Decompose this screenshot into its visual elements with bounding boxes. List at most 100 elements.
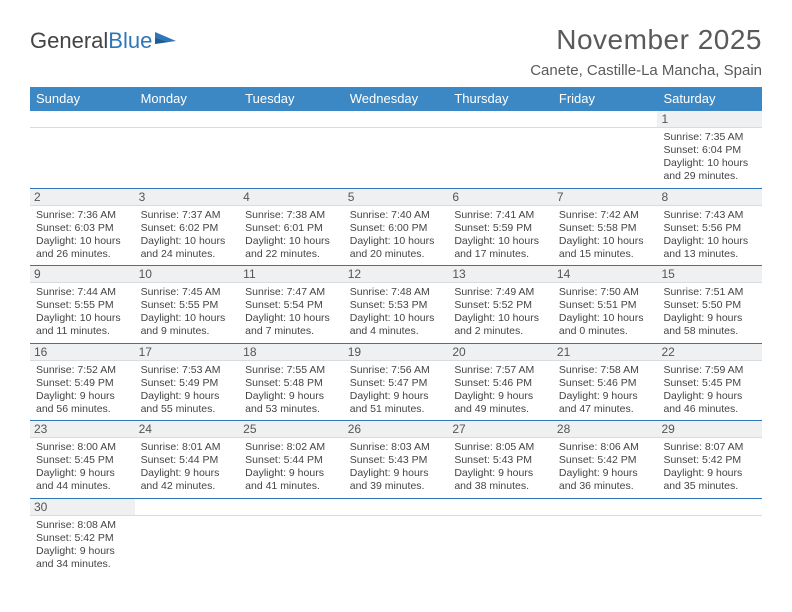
day-cell: Sunrise: 7:59 AMSunset: 5:45 PMDaylight:… bbox=[657, 361, 762, 421]
day-cell: Sunrise: 8:00 AMSunset: 5:45 PMDaylight:… bbox=[30, 438, 135, 498]
daynum-row: 2345678 bbox=[30, 189, 762, 206]
day-cell bbox=[344, 128, 449, 188]
day-cell: Sunrise: 7:55 AMSunset: 5:48 PMDaylight:… bbox=[239, 361, 344, 421]
day-cell: Sunrise: 8:01 AMSunset: 5:44 PMDaylight:… bbox=[135, 438, 240, 498]
daynum-cell: 24 bbox=[135, 421, 240, 437]
day-content: Sunrise: 8:03 AMSunset: 5:43 PMDaylight:… bbox=[348, 440, 445, 496]
day-cell: Sunrise: 7:37 AMSunset: 6:02 PMDaylight:… bbox=[135, 206, 240, 266]
day-cell: Sunrise: 7:56 AMSunset: 5:47 PMDaylight:… bbox=[344, 361, 449, 421]
logo-flag-icon bbox=[154, 29, 180, 47]
week-row: Sunrise: 8:00 AMSunset: 5:45 PMDaylight:… bbox=[30, 438, 762, 499]
daynum-cell: 2 bbox=[30, 189, 135, 205]
day-content: Sunrise: 8:05 AMSunset: 5:43 PMDaylight:… bbox=[452, 440, 549, 496]
day-cell: Sunrise: 7:36 AMSunset: 6:03 PMDaylight:… bbox=[30, 206, 135, 266]
daynum-cell: 1 bbox=[657, 111, 762, 127]
logo-text-1: General bbox=[30, 28, 108, 54]
day-of-week-header: SundayMondayTuesdayWednesdayThursdayFrid… bbox=[30, 87, 762, 111]
day-cell: Sunrise: 7:35 AMSunset: 6:04 PMDaylight:… bbox=[657, 128, 762, 188]
daynum-cell: 17 bbox=[135, 344, 240, 360]
daynum-cell bbox=[135, 499, 240, 515]
day-cell bbox=[657, 516, 762, 576]
daynum-cell: 6 bbox=[448, 189, 553, 205]
daynum-cell: 28 bbox=[553, 421, 658, 437]
day-cell bbox=[30, 128, 135, 188]
week-row: Sunrise: 8:08 AMSunset: 5:42 PMDaylight:… bbox=[30, 516, 762, 576]
day-cell: Sunrise: 7:47 AMSunset: 5:54 PMDaylight:… bbox=[239, 283, 344, 343]
dow-cell: Saturday bbox=[657, 87, 762, 111]
location: Canete, Castille-La Mancha, Spain bbox=[530, 62, 762, 79]
day-content: Sunrise: 8:00 AMSunset: 5:45 PMDaylight:… bbox=[34, 440, 131, 496]
day-cell: Sunrise: 7:51 AMSunset: 5:50 PMDaylight:… bbox=[657, 283, 762, 343]
daynum-cell bbox=[135, 111, 240, 127]
day-content: Sunrise: 8:07 AMSunset: 5:42 PMDaylight:… bbox=[661, 440, 758, 496]
daynum-cell bbox=[344, 111, 449, 127]
daynum-cell bbox=[448, 111, 553, 127]
day-content: Sunrise: 7:56 AMSunset: 5:47 PMDaylight:… bbox=[348, 363, 445, 419]
daynum-cell bbox=[553, 499, 658, 515]
day-content: Sunrise: 7:52 AMSunset: 5:49 PMDaylight:… bbox=[34, 363, 131, 419]
daynum-cell: 18 bbox=[239, 344, 344, 360]
daynum-cell: 16 bbox=[30, 344, 135, 360]
week-row: Sunrise: 7:44 AMSunset: 5:55 PMDaylight:… bbox=[30, 283, 762, 344]
daynum-cell: 25 bbox=[239, 421, 344, 437]
day-content: Sunrise: 7:45 AMSunset: 5:55 PMDaylight:… bbox=[139, 285, 236, 341]
month-title: November 2025 bbox=[530, 24, 762, 56]
day-content: Sunrise: 7:42 AMSunset: 5:58 PMDaylight:… bbox=[557, 208, 654, 264]
day-content: Sunrise: 8:06 AMSunset: 5:42 PMDaylight:… bbox=[557, 440, 654, 496]
daynum-cell: 12 bbox=[344, 266, 449, 282]
daynum-cell: 22 bbox=[657, 344, 762, 360]
daynum-cell bbox=[553, 111, 658, 127]
day-content: Sunrise: 8:01 AMSunset: 5:44 PMDaylight:… bbox=[139, 440, 236, 496]
daynum-cell: 10 bbox=[135, 266, 240, 282]
day-cell: Sunrise: 8:08 AMSunset: 5:42 PMDaylight:… bbox=[30, 516, 135, 576]
daynum-cell bbox=[448, 499, 553, 515]
week-row: Sunrise: 7:35 AMSunset: 6:04 PMDaylight:… bbox=[30, 128, 762, 189]
day-content: Sunrise: 7:47 AMSunset: 5:54 PMDaylight:… bbox=[243, 285, 340, 341]
day-content: Sunrise: 7:48 AMSunset: 5:53 PMDaylight:… bbox=[348, 285, 445, 341]
dow-cell: Wednesday bbox=[344, 87, 449, 111]
day-cell bbox=[239, 128, 344, 188]
daynum-cell: 14 bbox=[553, 266, 658, 282]
day-cell: Sunrise: 7:53 AMSunset: 5:49 PMDaylight:… bbox=[135, 361, 240, 421]
day-cell bbox=[553, 128, 658, 188]
day-content: Sunrise: 7:51 AMSunset: 5:50 PMDaylight:… bbox=[661, 285, 758, 341]
day-cell: Sunrise: 7:40 AMSunset: 6:00 PMDaylight:… bbox=[344, 206, 449, 266]
day-content: Sunrise: 7:40 AMSunset: 6:00 PMDaylight:… bbox=[348, 208, 445, 264]
week-row: Sunrise: 7:36 AMSunset: 6:03 PMDaylight:… bbox=[30, 206, 762, 267]
daynum-row: 16171819202122 bbox=[30, 344, 762, 361]
day-content: Sunrise: 7:38 AMSunset: 6:01 PMDaylight:… bbox=[243, 208, 340, 264]
daynum-cell: 3 bbox=[135, 189, 240, 205]
day-cell bbox=[135, 516, 240, 576]
daynum-cell: 21 bbox=[553, 344, 658, 360]
day-content: Sunrise: 7:41 AMSunset: 5:59 PMDaylight:… bbox=[452, 208, 549, 264]
day-content: Sunrise: 7:43 AMSunset: 5:56 PMDaylight:… bbox=[661, 208, 758, 264]
dow-cell: Tuesday bbox=[239, 87, 344, 111]
daynum-row: 30 bbox=[30, 499, 762, 516]
daynum-cell: 19 bbox=[344, 344, 449, 360]
day-cell: Sunrise: 8:05 AMSunset: 5:43 PMDaylight:… bbox=[448, 438, 553, 498]
day-cell: Sunrise: 8:02 AMSunset: 5:44 PMDaylight:… bbox=[239, 438, 344, 498]
day-cell: Sunrise: 8:03 AMSunset: 5:43 PMDaylight:… bbox=[344, 438, 449, 498]
daynum-cell: 29 bbox=[657, 421, 762, 437]
day-cell: Sunrise: 7:44 AMSunset: 5:55 PMDaylight:… bbox=[30, 283, 135, 343]
daynum-row: 23242526272829 bbox=[30, 421, 762, 438]
calendar-page: GeneralBlue November 2025 Canete, Castil… bbox=[0, 0, 792, 575]
day-cell: Sunrise: 8:07 AMSunset: 5:42 PMDaylight:… bbox=[657, 438, 762, 498]
day-cell bbox=[135, 128, 240, 188]
daynum-cell bbox=[344, 499, 449, 515]
day-cell: Sunrise: 7:38 AMSunset: 6:01 PMDaylight:… bbox=[239, 206, 344, 266]
title-block: November 2025 Canete, Castille-La Mancha… bbox=[530, 24, 762, 79]
logo-text-2: Blue bbox=[108, 28, 152, 54]
daynum-row: 1 bbox=[30, 111, 762, 128]
daynum-cell: 5 bbox=[344, 189, 449, 205]
header: GeneralBlue November 2025 Canete, Castil… bbox=[30, 24, 762, 79]
day-cell: Sunrise: 7:58 AMSunset: 5:46 PMDaylight:… bbox=[553, 361, 658, 421]
dow-cell: Sunday bbox=[30, 87, 135, 111]
daynum-cell: 8 bbox=[657, 189, 762, 205]
day-cell: Sunrise: 7:50 AMSunset: 5:51 PMDaylight:… bbox=[553, 283, 658, 343]
daynum-cell: 9 bbox=[30, 266, 135, 282]
day-cell bbox=[239, 516, 344, 576]
day-cell: Sunrise: 7:42 AMSunset: 5:58 PMDaylight:… bbox=[553, 206, 658, 266]
day-content: Sunrise: 7:44 AMSunset: 5:55 PMDaylight:… bbox=[34, 285, 131, 341]
day-content: Sunrise: 8:08 AMSunset: 5:42 PMDaylight:… bbox=[34, 518, 131, 574]
